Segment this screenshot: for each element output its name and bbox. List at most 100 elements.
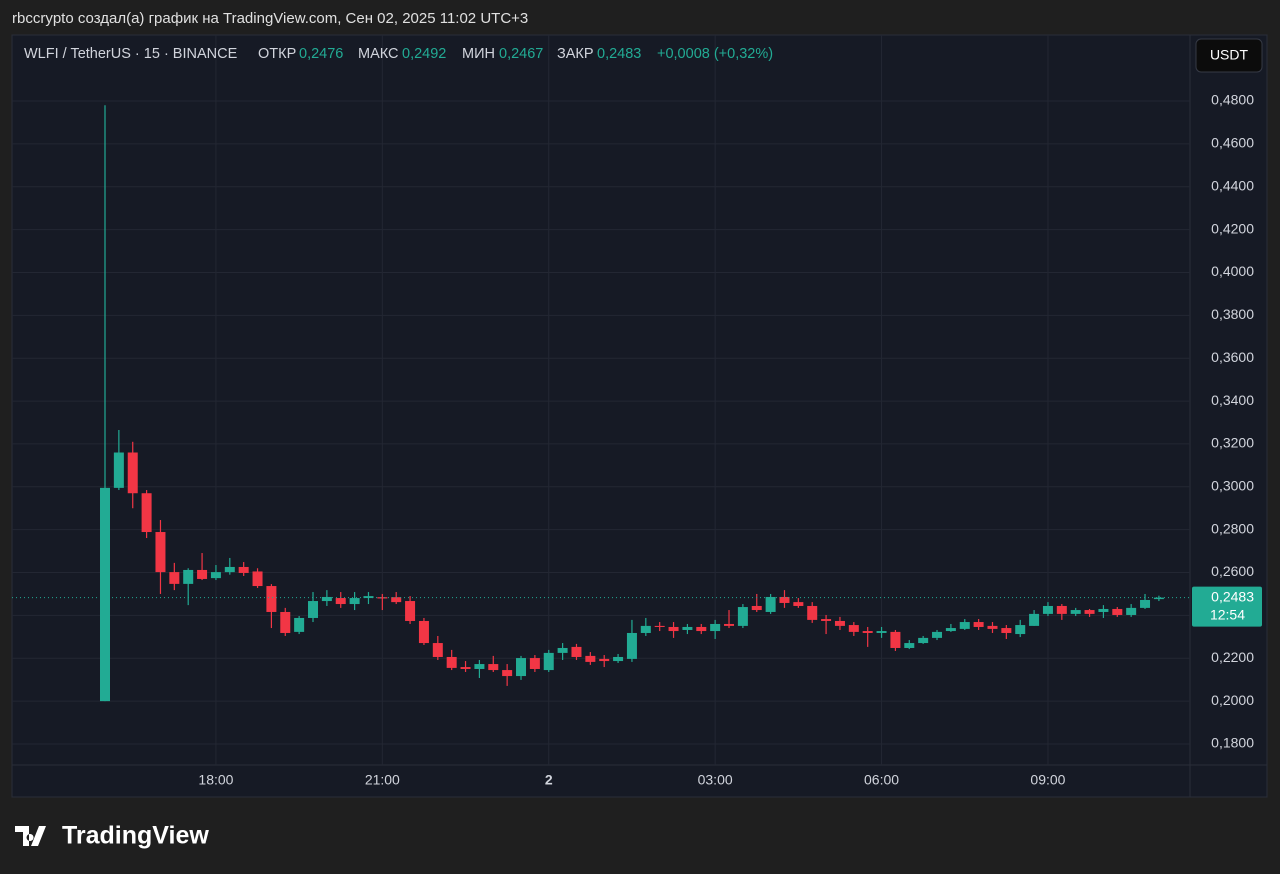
candle-body: [932, 631, 943, 638]
candle-body: [918, 637, 929, 644]
candle-body: [862, 631, 873, 633]
candle-body: [1001, 628, 1012, 633]
y-tick-label: 0,4800: [1211, 92, 1254, 108]
candle-body: [904, 643, 915, 648]
y-tick-label: 0,2600: [1211, 563, 1254, 579]
logo: TradingView: [15, 822, 209, 850]
candle-body: [710, 623, 721, 632]
y-tick-label: 0,2800: [1211, 520, 1254, 536]
candle-body: [1042, 605, 1053, 614]
candle-body: [266, 586, 277, 612]
candle-body: [321, 596, 332, 602]
x-tick-label: 03:00: [698, 772, 733, 788]
candle-body: [224, 566, 235, 573]
candle-body: [529, 658, 540, 669]
ohlc-value: 0,2467: [499, 46, 543, 62]
candles: [12, 105, 1190, 702]
candle-body: [405, 601, 416, 621]
y-tick-label: 0,4400: [1211, 177, 1254, 193]
candle-body: [973, 622, 984, 627]
currency-button[interactable]: USDT: [1195, 38, 1263, 73]
candle-body: [1126, 607, 1137, 615]
logo-text: TradingView: [62, 822, 209, 850]
candle-body: [502, 670, 513, 677]
change: +0,0008 (+0,32%): [657, 46, 773, 62]
candle-body: [238, 566, 249, 573]
x-tick-label: 18:00: [198, 772, 233, 788]
candle-body: [834, 620, 845, 626]
y-tick-label: 0,4000: [1211, 263, 1254, 279]
candle-body: [959, 622, 970, 629]
currency[interactable]: USDT: [1210, 47, 1249, 63]
candle-body: [169, 572, 180, 584]
x-tick-label: 06:00: [864, 772, 899, 788]
candle-body: [890, 631, 901, 648]
candle-body: [1112, 608, 1123, 615]
candle-body: [1015, 625, 1026, 635]
candle-body: [1070, 610, 1081, 614]
y-tick-label: 0,3000: [1211, 478, 1254, 494]
candle-body: [474, 664, 485, 669]
candle-body: [668, 626, 679, 632]
currency-button-bg[interactable]: [1195, 38, 1263, 73]
candle-body: [252, 571, 263, 587]
candle-body: [1140, 599, 1151, 608]
ohlc-value: 0,2483: [597, 46, 641, 62]
candle-body: [654, 625, 665, 627]
candle-body: [516, 658, 527, 677]
candle-body: [155, 532, 166, 573]
candle-body: [460, 667, 471, 669]
countdown: 12:54: [1210, 606, 1245, 622]
candle-body: [613, 656, 624, 662]
candle-body: [585, 655, 596, 662]
candle-body: [696, 626, 707, 632]
ohlc-value: 0,2476: [299, 46, 343, 62]
candle-body: [418, 620, 429, 644]
ohlc-label: МИН: [462, 46, 495, 62]
candle-body: [807, 605, 818, 620]
candle-body: [363, 596, 374, 599]
candle-body: [1084, 610, 1095, 614]
candle-body: [210, 572, 221, 579]
candle-body: [876, 631, 887, 633]
y-tick-label: 0,3600: [1211, 349, 1254, 365]
y-tick-label: 0,2000: [1211, 692, 1254, 708]
candle-body: [640, 625, 651, 633]
candle-body: [308, 601, 319, 618]
candle-body: [987, 625, 998, 629]
x-tick-label: 2: [545, 772, 553, 788]
candle-body: [100, 487, 110, 702]
candle-body: [737, 607, 748, 626]
candle-body: [197, 569, 208, 579]
candle-body: [1153, 597, 1164, 600]
candle-body: [543, 652, 554, 671]
y-tick-label: 0,1800: [1211, 735, 1254, 751]
symbol: WLFI / TetherUS · 15 · BINANCE: [24, 46, 238, 62]
candle-body: [945, 628, 956, 632]
x-tick-label: 21:00: [365, 772, 400, 788]
ohlc-label: ЗАКР: [557, 46, 594, 62]
candle-body: [821, 619, 832, 621]
logo-icon: [15, 826, 46, 846]
candle-body: [724, 623, 735, 626]
candle-body: [377, 597, 388, 599]
candle-body: [391, 597, 402, 603]
y-tick-label: 0,3400: [1211, 392, 1254, 408]
candle-body: [751, 605, 762, 611]
candle-body: [848, 625, 859, 632]
y-tick-label: 0,4200: [1211, 220, 1254, 236]
candle-body: [571, 646, 582, 657]
candle-body: [682, 626, 693, 630]
grid: [12, 35, 1190, 765]
ohlc-label: МАКС: [358, 46, 399, 62]
ohlc-value: 0,2492: [402, 46, 446, 62]
y-tick-label: 0,2200: [1211, 649, 1254, 665]
candle-body: [446, 656, 457, 668]
candle-body: [765, 596, 776, 612]
candle-body: [432, 643, 443, 657]
candle-body: [127, 452, 138, 494]
axes: 0,18000,20000,22000,24000,26000,28000,30…: [198, 92, 1262, 788]
y-tick-label: 0,4600: [1211, 135, 1254, 151]
